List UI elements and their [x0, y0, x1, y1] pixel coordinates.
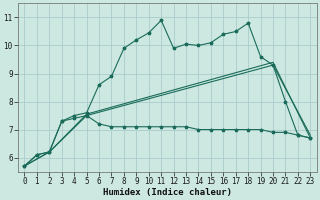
X-axis label: Humidex (Indice chaleur): Humidex (Indice chaleur) [103, 188, 232, 197]
